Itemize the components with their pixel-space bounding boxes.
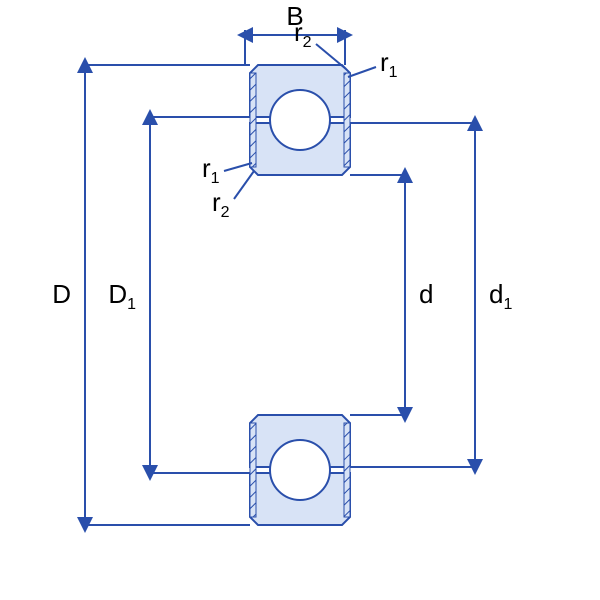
ball — [270, 90, 330, 150]
dim-d-label: d — [419, 279, 433, 309]
dim-r2-label-bottom: r2 — [212, 187, 230, 221]
dim-r1-label-top: r1 — [380, 47, 398, 81]
dim-D1-label: D1 — [108, 279, 136, 313]
ball — [270, 440, 330, 500]
bottom-ring-section — [250, 415, 350, 525]
top-ring-section — [250, 65, 350, 175]
dim-d1-label: d1 — [489, 279, 512, 313]
dim-r1-label-bottom: r1 — [202, 153, 220, 187]
dim-D-label: D — [52, 279, 71, 309]
